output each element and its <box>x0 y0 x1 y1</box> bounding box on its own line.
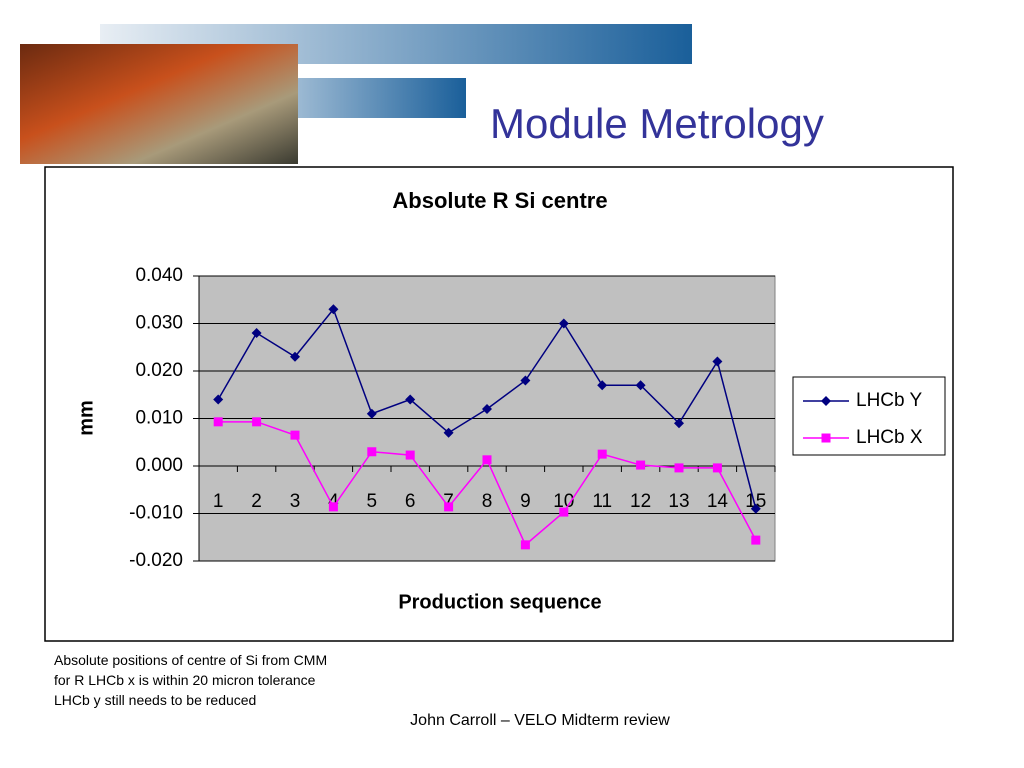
note: for R LHCb x is within 20 micron toleran… <box>54 672 316 688</box>
footer: John Carroll – VELO Midterm review <box>410 712 670 729</box>
marker <box>443 427 454 438</box>
marker <box>821 396 831 406</box>
marker <box>558 318 569 329</box>
x-tick-label: 5 <box>367 491 378 512</box>
chart-title: Absolute R Si centre <box>392 188 607 213</box>
x-tick-label: 8 <box>482 491 493 512</box>
marker <box>750 503 761 514</box>
marker <box>712 463 722 473</box>
x-tick-label: 15 <box>745 491 766 512</box>
y-tick-label: 0.000 <box>135 455 183 476</box>
marker <box>366 408 377 419</box>
x-tick-label: 3 <box>290 491 301 512</box>
x-tick-label: 13 <box>668 491 689 512</box>
marker <box>674 418 684 429</box>
marker <box>213 417 223 427</box>
x-tick-label: 12 <box>630 491 651 512</box>
marker <box>597 380 608 391</box>
x-tick-label: 6 <box>405 491 416 512</box>
y-tick-label: -0.010 <box>129 503 183 524</box>
y-tick-label: 0.010 <box>135 408 183 429</box>
marker <box>712 356 723 367</box>
marker <box>405 450 415 460</box>
marker <box>635 380 646 391</box>
y-tick-label: -0.020 <box>129 550 183 571</box>
marker <box>367 447 377 457</box>
marker <box>821 433 831 443</box>
x-tick-label: 7 <box>443 491 454 512</box>
x-tick-label: 11 <box>592 491 612 512</box>
marker <box>636 460 646 470</box>
marker <box>328 502 338 512</box>
y-tick-label: 0.040 <box>135 265 183 286</box>
x-tick-label: 9 <box>520 491 531 512</box>
y-tick-label: 0.030 <box>135 313 183 334</box>
x-tick-label: 4 <box>328 491 339 512</box>
marker <box>597 449 607 459</box>
marker <box>252 417 262 427</box>
marker <box>444 502 454 512</box>
marker <box>482 455 492 465</box>
marker <box>520 375 531 386</box>
legend-label: LHCb Y <box>856 390 923 411</box>
slide-title: Module Metrology <box>490 100 824 147</box>
legend-label: LHCb X <box>856 427 923 448</box>
x-tick-label: 14 <box>707 491 729 512</box>
marker <box>290 351 300 362</box>
note: Absolute positions of centre of Si from … <box>54 652 328 668</box>
legend <box>792 376 946 456</box>
y-tick-label: 0.020 <box>135 360 183 381</box>
marker <box>751 535 761 545</box>
x-tick-label: 2 <box>251 491 262 512</box>
x-tick-label: 10 <box>553 491 574 512</box>
x-tick-label: 1 <box>213 491 224 512</box>
marker <box>520 540 530 550</box>
y-axis-label: mm <box>75 400 97 436</box>
marker <box>251 328 262 338</box>
marker <box>405 394 416 405</box>
marker <box>674 463 684 473</box>
x-axis-label: Production sequence <box>398 591 601 613</box>
note: LHCb y still needs to be reduced <box>54 692 257 708</box>
marker <box>559 507 569 517</box>
notes: Absolute positions of centre of Si from … <box>54 650 327 710</box>
marker <box>213 394 224 405</box>
marker <box>290 430 300 440</box>
marker <box>328 304 339 315</box>
marker <box>482 404 492 414</box>
